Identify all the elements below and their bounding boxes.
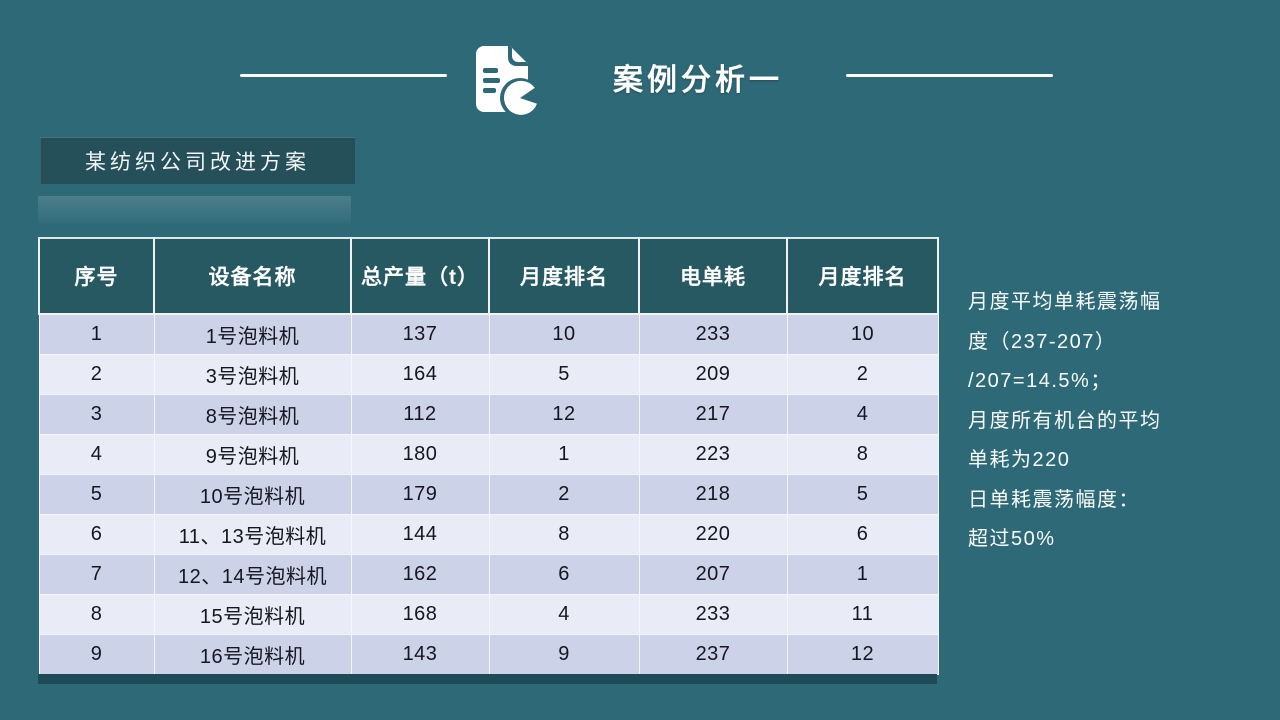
table-cell: 5 bbox=[38, 473, 155, 515]
table-cell: 4 bbox=[488, 593, 640, 635]
column-header: 月度排名 bbox=[786, 237, 939, 315]
table-cell: 8 bbox=[786, 433, 939, 475]
table-cell: 8 bbox=[488, 513, 640, 555]
table-cell: 5 bbox=[488, 353, 640, 395]
table-row: 9 16号泡料机 143 9 237 12 bbox=[38, 633, 939, 675]
side-note-line: /207=14.5%； bbox=[968, 370, 1112, 392]
table-cell: 3 bbox=[38, 393, 155, 435]
table-row: 5 10号泡料机 179 2 218 5 bbox=[38, 473, 939, 515]
table-cell: 209 bbox=[638, 353, 788, 395]
table-cell: 8 bbox=[38, 593, 155, 635]
page-title: 案例分析一 bbox=[613, 64, 783, 97]
table-cell: 217 bbox=[638, 393, 788, 435]
table-cell: 1 bbox=[38, 313, 155, 355]
table-cell: 2 bbox=[38, 353, 155, 395]
equipment-table: 序号 设备名称 总产量（t） 月度排名 电单耗 月度排名 1 1号泡料机 137 10 233 10… bbox=[38, 237, 939, 675]
table-cell: 5 bbox=[786, 473, 939, 515]
side-note-line: 度（237-207） bbox=[968, 330, 1117, 353]
table-cell: 137 bbox=[350, 313, 490, 355]
table-cell: 11 bbox=[786, 593, 939, 635]
table-body: 1 1号泡料机 137 10 233 10 2 3号泡料机 164 5 209 2 3 8号泡料机 112 1… bbox=[38, 313, 939, 675]
table-cell: 1 bbox=[488, 433, 640, 475]
table-cell: 12 bbox=[786, 633, 939, 675]
table-cell: 15号泡料机 bbox=[153, 593, 352, 635]
side-note-line: 月度所有机台的平均 bbox=[968, 409, 1162, 432]
table-cell: 6 bbox=[488, 553, 640, 595]
table-cell: 6 bbox=[38, 513, 155, 555]
table-row: 1 1号泡料机 137 10 233 10 bbox=[38, 313, 939, 355]
subtitle-reflection bbox=[38, 196, 351, 224]
column-header: 电单耗 bbox=[638, 237, 788, 315]
table-cell: 223 bbox=[638, 433, 788, 475]
table-cell: 9 bbox=[488, 633, 640, 675]
table-row: 8 15号泡料机 168 4 233 11 bbox=[38, 593, 939, 635]
table-cell: 162 bbox=[350, 553, 490, 595]
table-cell: 233 bbox=[638, 313, 788, 355]
table-cell: 8号泡料机 bbox=[153, 393, 352, 435]
table-cell: 9号泡料机 bbox=[153, 433, 352, 475]
column-header: 设备名称 bbox=[153, 237, 352, 315]
table-cell: 144 bbox=[350, 513, 490, 555]
table-cell: 143 bbox=[350, 633, 490, 675]
table-cell: 3号泡料机 bbox=[153, 353, 352, 395]
table-cell: 4 bbox=[38, 433, 155, 475]
table-cell: 16号泡料机 bbox=[153, 633, 352, 675]
table-cell: 9 bbox=[38, 633, 155, 675]
decorative-line-left bbox=[240, 74, 447, 77]
table-cell: 237 bbox=[638, 633, 788, 675]
decorative-line-right bbox=[846, 74, 1053, 77]
table-cell: 233 bbox=[638, 593, 788, 635]
side-note: 月度平均单耗震荡幅 度（237-207） /207=14.5%； 月度所有机台的… bbox=[968, 283, 1268, 560]
table-cell: 218 bbox=[638, 473, 788, 515]
table-row: 4 9号泡料机 180 1 223 8 bbox=[38, 433, 939, 475]
table-row: 7 12、14号泡料机 162 6 207 1 bbox=[38, 553, 939, 595]
side-note-line: 单耗为220 bbox=[968, 449, 1071, 471]
table-cell: 2 bbox=[786, 353, 939, 395]
side-note-line: 超过50% bbox=[968, 528, 1056, 550]
table-cell: 168 bbox=[350, 593, 490, 635]
subtitle-label: 某纺织公司改进方案 bbox=[85, 150, 310, 174]
table-cell: 220 bbox=[638, 513, 788, 555]
column-header: 序号 bbox=[38, 237, 155, 315]
table-cell: 164 bbox=[350, 353, 490, 395]
column-header: 月度排名 bbox=[488, 237, 640, 315]
table-row: 2 3号泡料机 164 5 209 2 bbox=[38, 353, 939, 395]
table-cell: 4 bbox=[786, 393, 939, 435]
table-cell: 1 bbox=[786, 553, 939, 595]
document-chart-icon bbox=[462, 42, 546, 120]
subtitle-box: 某纺织公司改进方案 bbox=[40, 137, 355, 184]
side-note-line: 日单耗震荡幅度： bbox=[968, 488, 1140, 511]
table-cell: 11、13号泡料机 bbox=[153, 513, 352, 555]
table-row: 3 8号泡料机 112 12 217 4 bbox=[38, 393, 939, 435]
side-note-line: 月度平均单耗震荡幅 bbox=[968, 291, 1162, 313]
table-cell: 12 bbox=[488, 393, 640, 435]
table-cell: 12、14号泡料机 bbox=[153, 553, 352, 595]
table-cell: 10 bbox=[786, 313, 939, 355]
table-cell: 10 bbox=[488, 313, 640, 355]
table-cell: 112 bbox=[350, 393, 490, 435]
table-row: 6 11、13号泡料机 144 8 220 6 bbox=[38, 513, 939, 555]
table-cell: 2 bbox=[488, 473, 640, 515]
table-cell: 180 bbox=[350, 433, 490, 475]
table-cell: 1号泡料机 bbox=[153, 313, 352, 355]
table-header-row: 序号 设备名称 总产量（t） 月度排名 电单耗 月度排名 bbox=[38, 237, 939, 315]
table-cell: 7 bbox=[38, 553, 155, 595]
table-cell: 207 bbox=[638, 553, 788, 595]
table-cell: 6 bbox=[786, 513, 939, 555]
column-header: 总产量（t） bbox=[350, 237, 490, 315]
table-bottom-strip bbox=[38, 674, 937, 684]
table-cell: 179 bbox=[350, 473, 490, 515]
table-cell: 10号泡料机 bbox=[153, 473, 352, 515]
